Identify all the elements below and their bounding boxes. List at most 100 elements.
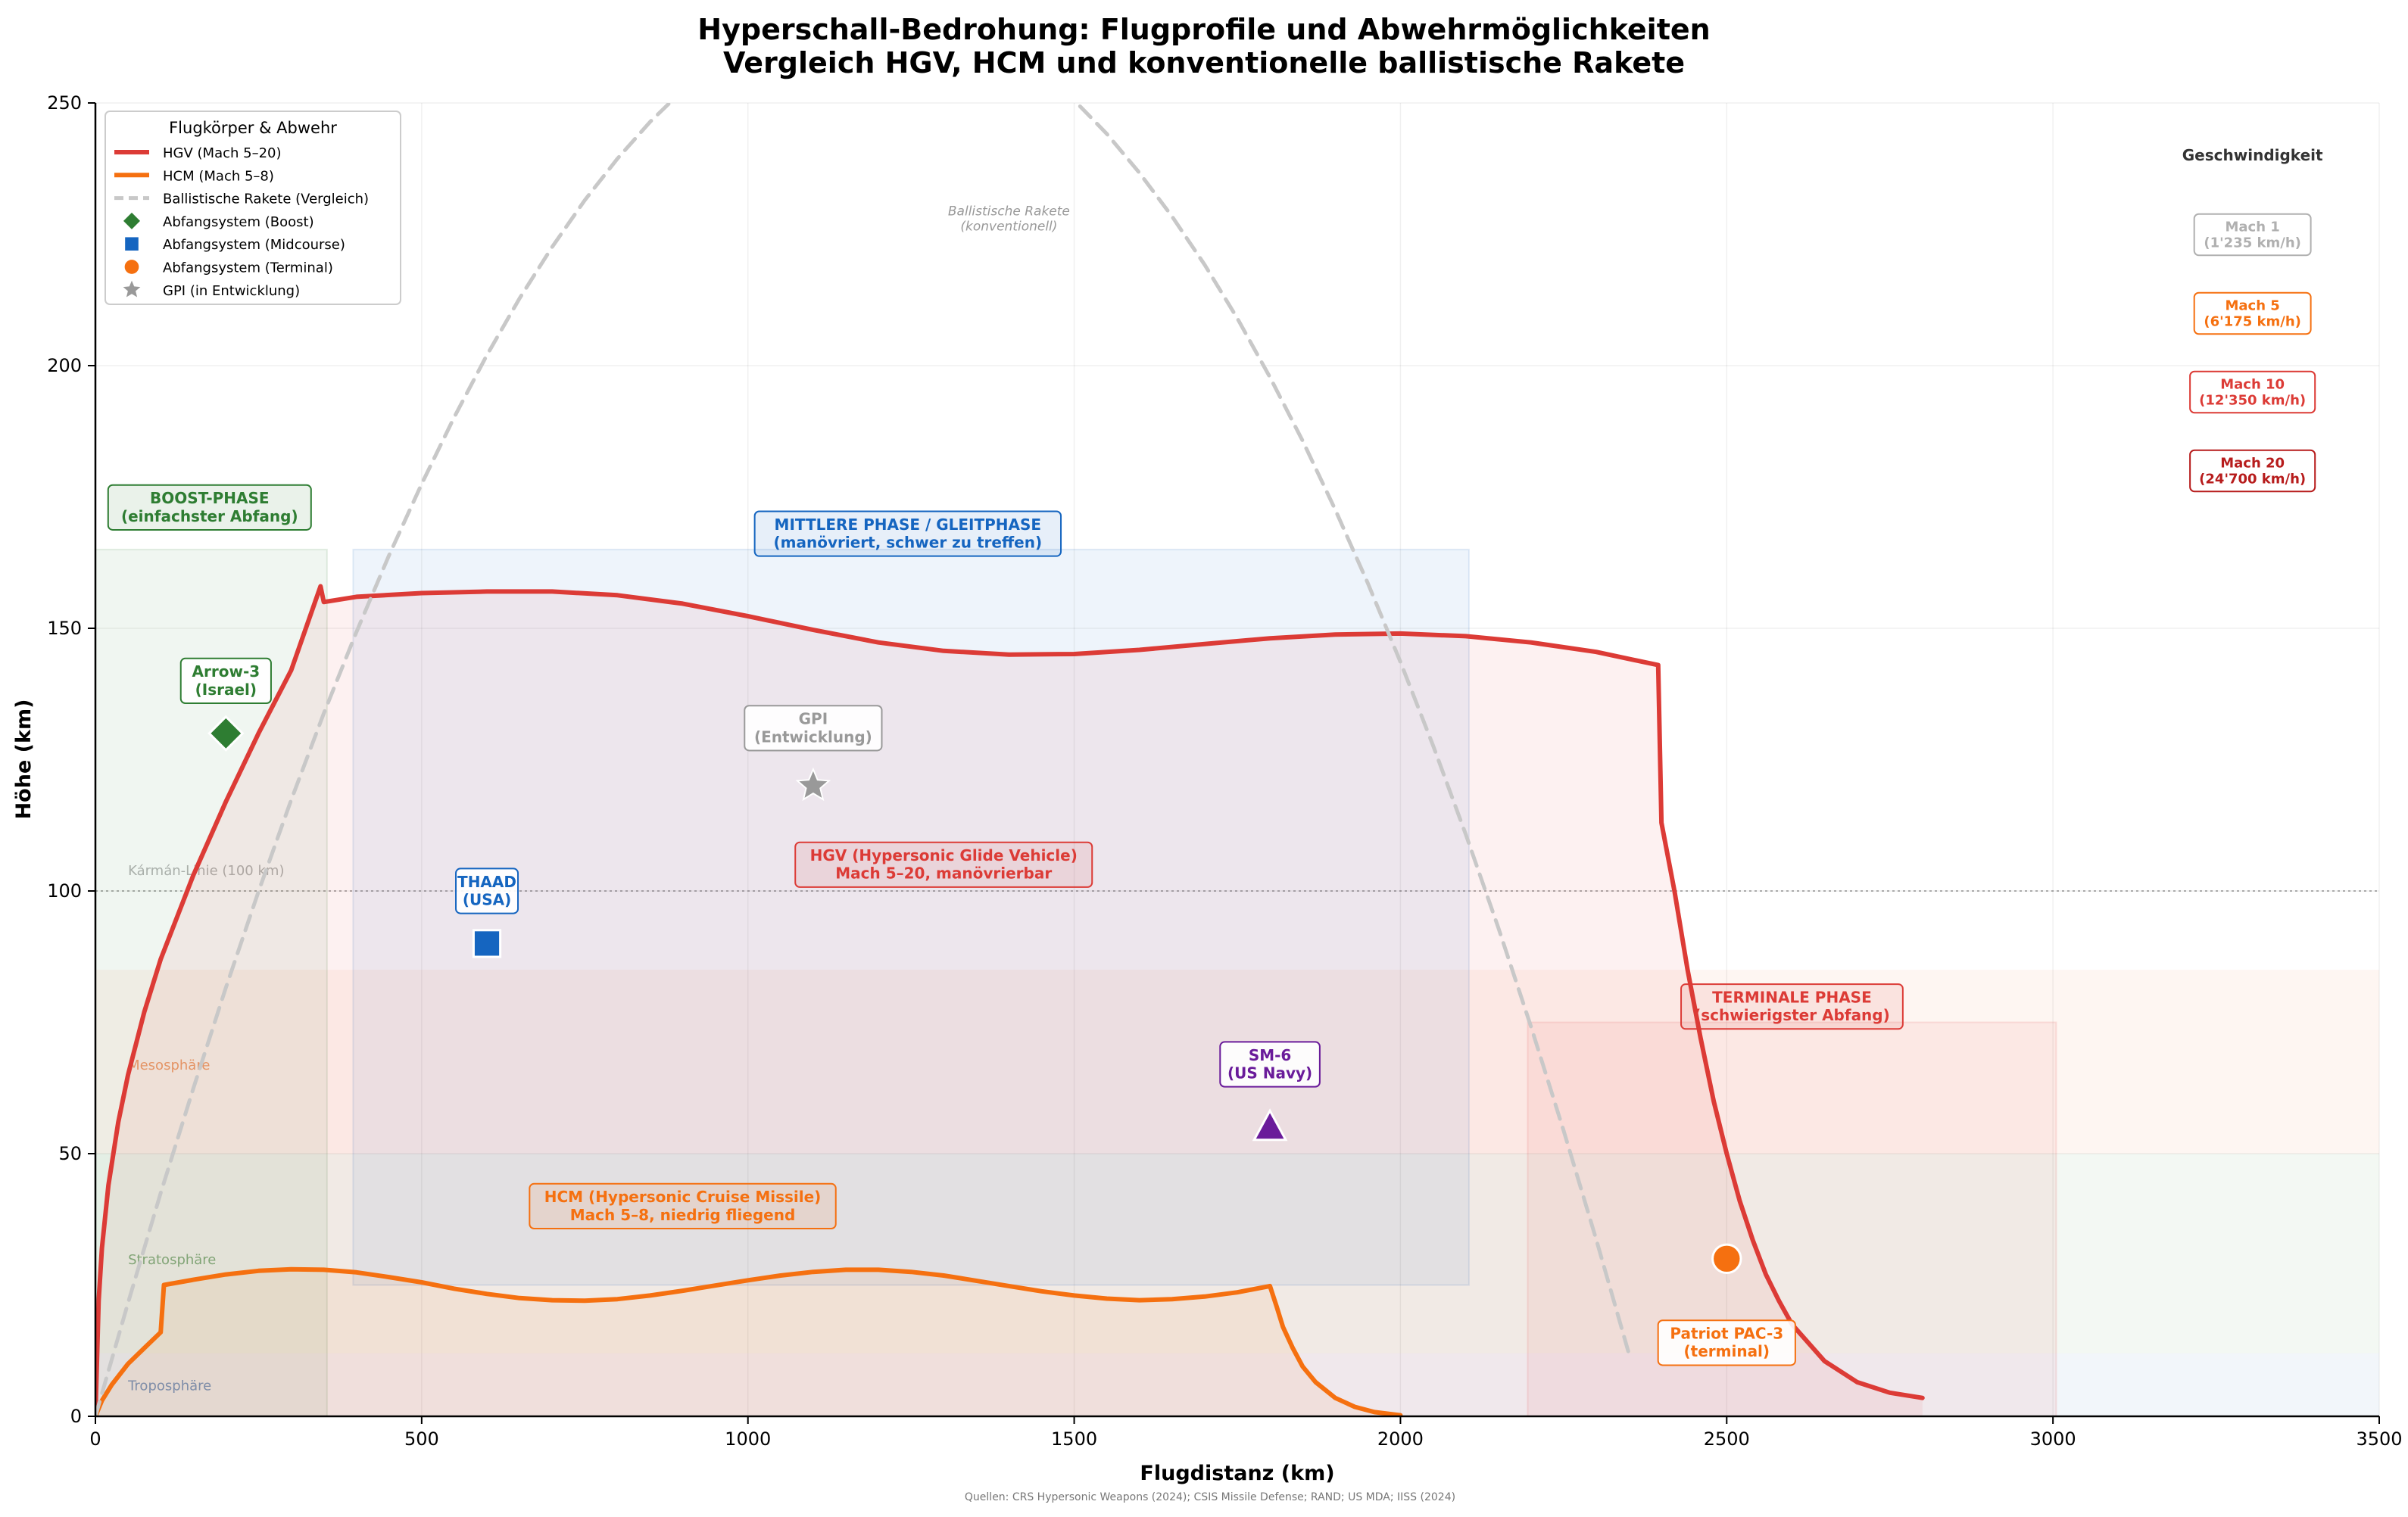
speed-entry-3-box [2189,370,2316,414]
series-fill-2 [95,1269,1401,1416]
x-tick-label: 2000 [1377,1428,1424,1450]
speed-entry-3-text: Mach 10 [2220,376,2285,392]
layer-label-stratosph-re: Stratosphäre [128,1252,216,1268]
interceptor-4-label-text: (US Navy) [1227,1064,1312,1082]
y-tick-label: 0 [70,1406,82,1427]
ballistic-peak-label-text: (konventionell) [960,219,1057,234]
series-annotation-2-text: HCM (Hypersonic Cruise Missile) [544,1188,822,1206]
interceptor-markers: Arrow-3(Israel) THAAD(USA) GPI(Entwicklung… [179,657,1796,1366]
y-axis-label: Höhe (km) [12,699,36,820]
speed-entry-2: Mach 5(6'175 km/h) [2193,291,2312,335]
legend: Flugkörper & Abwehr HGV (Mach 5–20) HCM (M… [104,111,401,305]
series-fill-1 [95,586,1923,1416]
speed-panel-title: Geschwindigkeit [2182,146,2323,164]
interceptor-1-label-box [179,657,272,704]
interceptor-3-label-text: GPI [799,710,828,728]
phase-label-2-text: MITTLERE PHASE / GLEITPHASE [775,516,1042,534]
series-annotation-1-text: Mach 5–20, manövrierbar [835,864,1052,883]
phase-label-2-box [753,510,1062,557]
ballistic-peak-label: Ballistische Rakete(konventionell) [948,204,1070,234]
phase-label-2-text: (manövriert, schwer zu treffen) [774,533,1043,551]
interceptor-3-label-text: (Entwicklung) [754,727,872,746]
series-line-1 [95,584,1925,1416]
interceptor-2-label: THAAD(USA) [455,868,519,914]
interceptor-4-marker [1252,1108,1288,1142]
series-fills [95,586,1923,1416]
interceptor-1-label-text: Arrow-3 [192,662,260,681]
source-note: Quellen: CRS Hypersonic Weapons (2024); … [965,1491,1455,1503]
interceptor-4-label: SM-6(US Navy) [1219,1041,1321,1088]
legend-entry-4-label: Abfangsystem (Boost) [163,214,314,230]
chart-title-line1: Hyperschall-Bedrohung: Flugprofile und A… [697,13,1710,46]
interceptor-4-label-text: SM-6 [1249,1046,1292,1064]
phase-label-1-text: (einfachster Abfang) [121,507,298,525]
interceptor-2-marker [472,929,502,958]
y-tick-label: 50 [58,1143,82,1164]
speed-entry-1-text: Mach 1 [2225,219,2279,235]
x-tick-label: 0 [89,1428,101,1450]
legend-box [104,111,401,305]
interceptor-3-label-box [744,705,883,752]
interceptor-2-label-text: THAAD [457,873,516,891]
speed-entry-1-box [2193,213,2312,257]
layer-band-stratosph-re [95,1154,2379,1353]
interceptor-1-label-text: (Israel) [195,681,257,699]
ballistic-peak-label-text: Ballistische Rakete [948,204,1070,219]
interceptor-2-label-box [455,868,519,914]
series-annotation-1: HGV (Hypersonic Glide Vehicle)Mach 5–20,… [794,841,1093,888]
legend-entry-3-label: Ballistische Rakete (Vergleich) [163,192,369,207]
legend-entry-6-swatch [124,260,139,274]
x-tick-label: 3000 [2030,1428,2076,1450]
y-tick-label: 150 [47,618,82,639]
layer-label-mesosph-re: Mesosphäre [128,1058,210,1073]
speed-entry-1-text: (1'235 km/h) [2204,235,2300,251]
series-annotation-2: HCM (Hypersonic Cruise Missile)Mach 5–8,… [529,1182,837,1230]
interceptor-3-label: GPI(Entwicklung) [744,705,883,752]
x-tick-label: 500 [404,1428,439,1450]
phase-label-2: MITTLERE PHASE / GLEITPHASE(manövriert, … [753,510,1062,557]
phase-region-2 [352,548,1470,1286]
series-annotation-1-box [794,841,1093,888]
chart-title-line2: Vergleich HGV, HCM und konventionelle ba… [723,46,1685,79]
speed-entry-3: Mach 10(12'350 km/h) [2189,370,2316,414]
phase-label-1-box [107,484,312,531]
phase-label-1: BOOST-PHASE(einfachster Abfang) [107,484,312,531]
layer-label-k-rm-n-linie-100-km-: Kármán-Linie (100 km) [128,863,284,879]
legend-entry-5-label: Abfangsystem (Midcourse) [163,237,345,253]
legend-entry-2-label: HCM (Mach 5–8) [163,168,274,184]
series-line-2 [95,1266,1403,1416]
speed-entry-4-text: (24'700 km/h) [2199,472,2306,487]
x-tick-label: 1500 [1051,1428,1097,1450]
layer-label-troposph-re: Troposphäre [127,1378,211,1394]
speed-entry-4-box [2189,449,2316,493]
series-line-3 [95,103,1631,1416]
phase-label-3-text: (schwierigster Abfang) [1694,1006,1890,1024]
legend-title: Flugkörper & Abwehr [169,119,337,137]
speed-entry-2-text: Mach 5 [2225,297,2279,313]
x-tick-label: 2500 [1704,1428,1750,1450]
x-tick-label: 1000 [725,1428,771,1450]
interceptor-5-marker [1711,1243,1742,1275]
phase-label-3-box [1680,983,1904,1030]
phase-label-3-text: TERMINALE PHASE [1712,988,1872,1006]
x-tick-label: 3500 [2356,1428,2402,1450]
legend-entry-5-swatch [125,237,139,251]
interceptor-2-label-text: (USA) [463,890,511,908]
series-lines [95,103,1925,1416]
interceptor-3-marker [795,767,831,802]
axes: 0 500 1000 1500 2000 2500 3000 3500 0 50 100 150 200… [47,92,2402,1450]
y-tick-label: 250 [47,92,82,114]
legend-entry-7-swatch [123,280,141,297]
y-tick-label: 200 [47,355,82,376]
interceptor-5-label-box [1657,1319,1796,1366]
interceptor-4-label-box [1219,1041,1321,1088]
phase-label-3: TERMINALE PHASE(schwierigster Abfang) [1680,983,1904,1030]
interceptor-5-label-text: (terminal) [1684,1342,1770,1360]
y-tick-label: 100 [47,880,82,902]
legend-entry-7-label: GPI (in Entwicklung) [163,283,300,299]
speed-entry-4-text: Mach 20 [2220,455,2285,471]
interceptor-5-label: Patriot PAC-3(terminal) [1657,1319,1796,1366]
